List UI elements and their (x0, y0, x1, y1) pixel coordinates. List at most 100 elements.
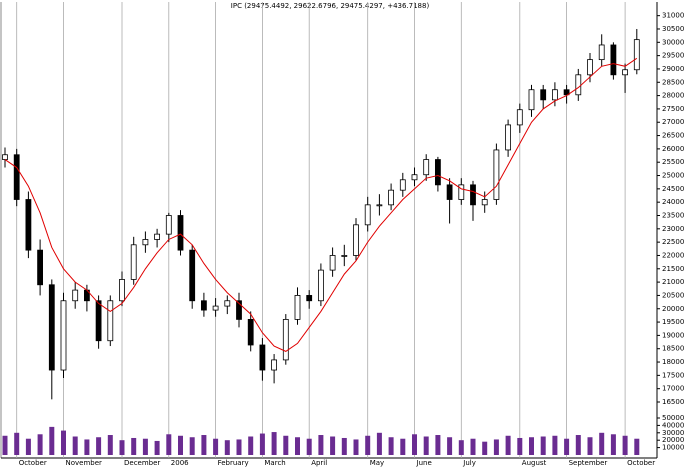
candle-body (353, 224, 359, 256)
volume-tick-label: 10000 (662, 444, 684, 452)
volume-tick-label: 30000 (662, 429, 684, 437)
candle-body (516, 109, 523, 126)
volume-bar (435, 435, 441, 455)
volume-bar (166, 434, 172, 455)
volume-bar (119, 440, 125, 455)
volume-bar (634, 438, 640, 455)
volume-bar (224, 440, 230, 455)
volume-bar (96, 437, 102, 455)
y-tick-label: 26500 (662, 132, 684, 140)
volume-bar (107, 435, 113, 455)
y-tick-label: 29000 (662, 65, 684, 73)
volume-bar (412, 434, 417, 455)
candle-body (37, 249, 43, 286)
candle-body (399, 179, 406, 191)
y-tick-label: 29500 (662, 52, 684, 60)
candle-body (189, 249, 196, 302)
volume-bar (599, 432, 605, 455)
y-tick-label: 20000 (662, 305, 684, 313)
candle-body (423, 159, 430, 176)
candle-body (329, 255, 336, 271)
candle-body (119, 279, 125, 302)
volume-bar (201, 435, 207, 455)
volume-bar (610, 434, 616, 455)
x-tick-label: November (66, 459, 103, 467)
volume-bar (213, 438, 219, 455)
candle-body (505, 124, 512, 151)
candle-body (2, 154, 8, 160)
volume-bar (259, 433, 265, 455)
volume-bar (470, 438, 476, 455)
y-tick-label: 31000 (662, 12, 684, 20)
volume-bar (552, 435, 558, 455)
volume-bar (236, 439, 242, 455)
volume-bar (178, 435, 183, 455)
x-tick-label: July (462, 459, 476, 467)
volume-bar (2, 435, 8, 455)
y-tick-label: 24500 (662, 185, 684, 193)
candle-body (154, 233, 161, 240)
volume-bar (622, 435, 628, 455)
y-tick-label: 28500 (662, 78, 684, 86)
volume-bar (154, 440, 160, 455)
candle-body (72, 289, 79, 302)
volume-bar (388, 437, 394, 455)
candle-body (528, 89, 535, 111)
volume-bar (271, 432, 277, 455)
y-tick-label: 28000 (662, 92, 684, 100)
volume-bar (295, 437, 300, 455)
x-tick-label: February (218, 459, 249, 467)
candle-body (177, 215, 184, 251)
candle-body (212, 305, 219, 311)
volume-bar (189, 437, 195, 455)
volume-bar (575, 435, 581, 455)
volume-bar (529, 437, 534, 455)
volume-bar (25, 438, 31, 455)
y-tick-label: 24000 (662, 198, 684, 206)
candle-body (434, 159, 441, 186)
volume-bar (330, 436, 336, 455)
volume-bar (376, 432, 382, 455)
x-tick-label: 2006 (171, 459, 189, 467)
candle-body (317, 269, 324, 302)
y-tick-label: 25500 (662, 158, 684, 166)
candle-body (224, 300, 231, 307)
volume-bar (61, 430, 66, 455)
candle-body (306, 295, 313, 302)
volume-tick-label: 40000 (662, 421, 684, 429)
y-tick-label: 23000 (662, 225, 684, 233)
candle-body (364, 204, 371, 226)
volume-bar (493, 439, 499, 455)
volume-bar (14, 432, 20, 455)
x-tick-label: August (522, 459, 547, 467)
candle-body (470, 184, 476, 206)
y-tick-label: 22500 (662, 238, 684, 246)
volume-bar (587, 437, 593, 455)
candle-body (13, 154, 20, 200)
y-tick-label: 21500 (662, 265, 684, 273)
volume-bar (341, 437, 347, 455)
y-tick-label: 22000 (662, 251, 684, 259)
candle-body (341, 255, 348, 257)
y-tick-label: 20500 (662, 291, 684, 299)
volume-bar (131, 437, 137, 455)
candle-body (587, 59, 593, 76)
volume-bar (517, 437, 523, 455)
y-tick-label: 16500 (662, 398, 684, 406)
candle-body (481, 199, 488, 206)
candle-body (493, 149, 500, 200)
volume-bar (353, 439, 359, 455)
volume-bar (306, 438, 312, 455)
y-tick-label: 21000 (662, 278, 684, 286)
volume-bar (505, 435, 511, 455)
volume-bar (49, 426, 55, 455)
candle-body (142, 239, 149, 246)
candle-body (610, 44, 617, 76)
candle-body (411, 174, 418, 181)
candle-body (247, 319, 254, 346)
volume-bar (283, 435, 289, 455)
volume-bar (142, 438, 148, 455)
y-tick-label: 18500 (662, 345, 684, 353)
candle-body (575, 74, 582, 96)
